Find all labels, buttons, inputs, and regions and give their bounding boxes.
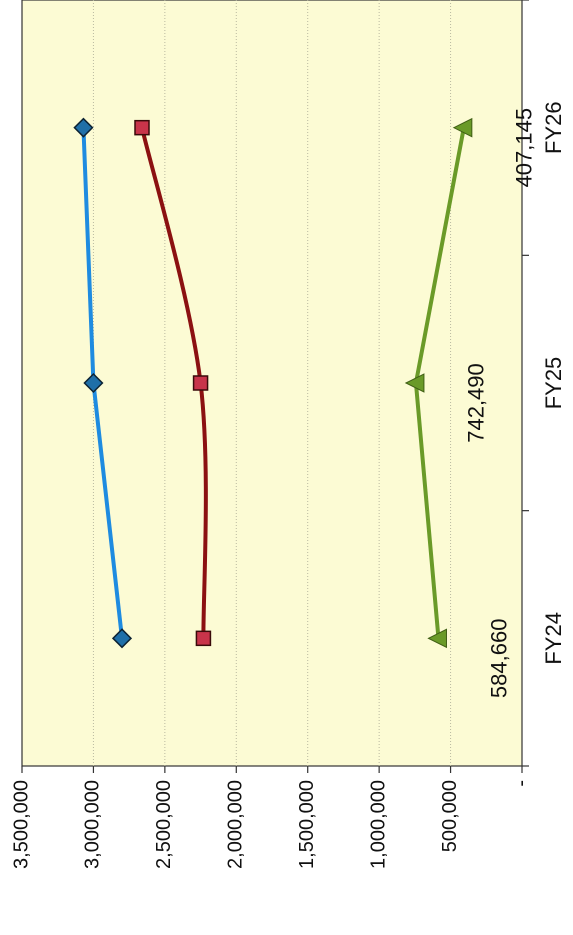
value-tick-label: 1,000,000 — [367, 780, 389, 869]
series-2-point — [134, 119, 150, 136]
value-tick-label: 3,000,000 — [82, 780, 104, 869]
value-tick-label: - — [510, 780, 532, 787]
value-tick-label: 2,500,000 — [153, 780, 175, 869]
series-1-point — [83, 372, 104, 394]
series-3-point — [427, 628, 447, 649]
axes — [21, 0, 529, 773]
data-label: 742,490 — [464, 363, 489, 443]
series-1-point — [111, 628, 133, 649]
category-label: FY24 — [541, 612, 566, 665]
value-tick-label: 3,500,000 — [10, 780, 32, 869]
series-3-point — [452, 117, 473, 138]
series-3-point — [404, 373, 425, 393]
label-layer: - 500,000 1,000,000 1,500,000 2,000,000 2,500… — [10, 101, 566, 869]
series-1-point — [73, 117, 94, 138]
series-2-point — [192, 375, 209, 391]
category-label: FY25 — [541, 357, 566, 410]
value-tick-label: 500,000 — [439, 780, 461, 852]
value-tick-label: 2,000,000 — [225, 780, 247, 869]
series-2-point — [195, 630, 212, 647]
value-tick-label: 1,500,000 — [296, 780, 318, 869]
data-label: 584,660 — [486, 619, 511, 699]
series-layer — [73, 117, 473, 649]
category-label: FY26 — [541, 101, 566, 154]
data-label: 407,145 — [512, 108, 537, 188]
